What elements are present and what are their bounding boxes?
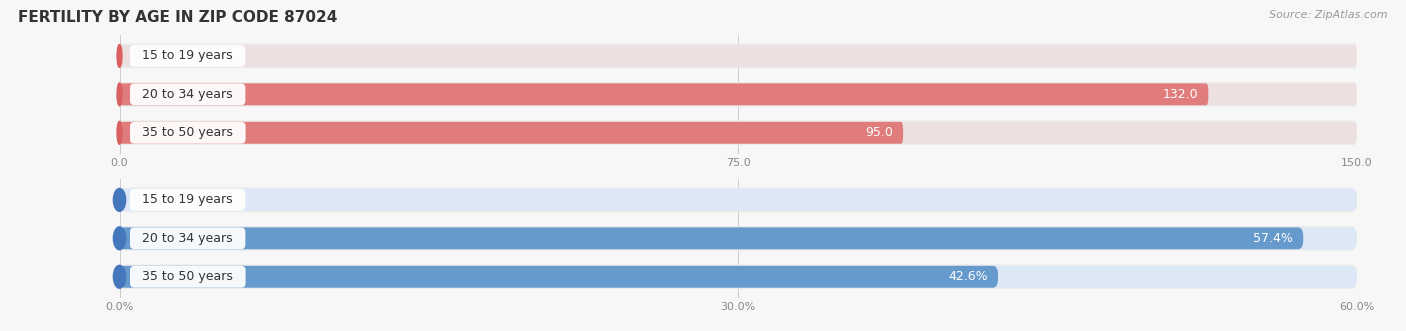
FancyBboxPatch shape <box>120 82 1357 107</box>
Circle shape <box>117 121 122 144</box>
Circle shape <box>114 265 125 288</box>
Text: 35 to 50 years: 35 to 50 years <box>135 270 242 283</box>
FancyBboxPatch shape <box>120 120 1357 145</box>
Circle shape <box>114 227 125 250</box>
FancyBboxPatch shape <box>120 83 1208 105</box>
FancyBboxPatch shape <box>120 226 1357 251</box>
FancyBboxPatch shape <box>120 189 1357 211</box>
Text: 42.6%: 42.6% <box>949 270 988 283</box>
FancyBboxPatch shape <box>120 83 1357 105</box>
FancyBboxPatch shape <box>120 227 1303 249</box>
Text: 15 to 19 years: 15 to 19 years <box>135 193 240 207</box>
Text: FERTILITY BY AGE IN ZIP CODE 87024: FERTILITY BY AGE IN ZIP CODE 87024 <box>18 10 337 25</box>
Text: 0.0%: 0.0% <box>132 193 165 207</box>
Circle shape <box>117 44 122 67</box>
Text: 35 to 50 years: 35 to 50 years <box>135 126 242 139</box>
FancyBboxPatch shape <box>120 188 1357 212</box>
Text: 15 to 19 years: 15 to 19 years <box>135 49 240 63</box>
FancyBboxPatch shape <box>120 44 1357 68</box>
Text: 57.4%: 57.4% <box>1253 232 1294 245</box>
FancyBboxPatch shape <box>120 122 1357 144</box>
FancyBboxPatch shape <box>120 266 998 288</box>
FancyBboxPatch shape <box>120 122 903 144</box>
Text: 132.0: 132.0 <box>1163 88 1198 101</box>
Text: Source: ZipAtlas.com: Source: ZipAtlas.com <box>1270 10 1388 20</box>
Text: 20 to 34 years: 20 to 34 years <box>135 232 240 245</box>
FancyBboxPatch shape <box>120 45 1357 67</box>
Circle shape <box>117 83 122 106</box>
Text: 0.0: 0.0 <box>132 49 152 63</box>
FancyBboxPatch shape <box>120 227 1357 249</box>
Text: 20 to 34 years: 20 to 34 years <box>135 88 240 101</box>
FancyBboxPatch shape <box>120 266 1357 288</box>
Circle shape <box>114 188 125 211</box>
Text: 95.0: 95.0 <box>865 126 893 139</box>
FancyBboxPatch shape <box>120 264 1357 289</box>
